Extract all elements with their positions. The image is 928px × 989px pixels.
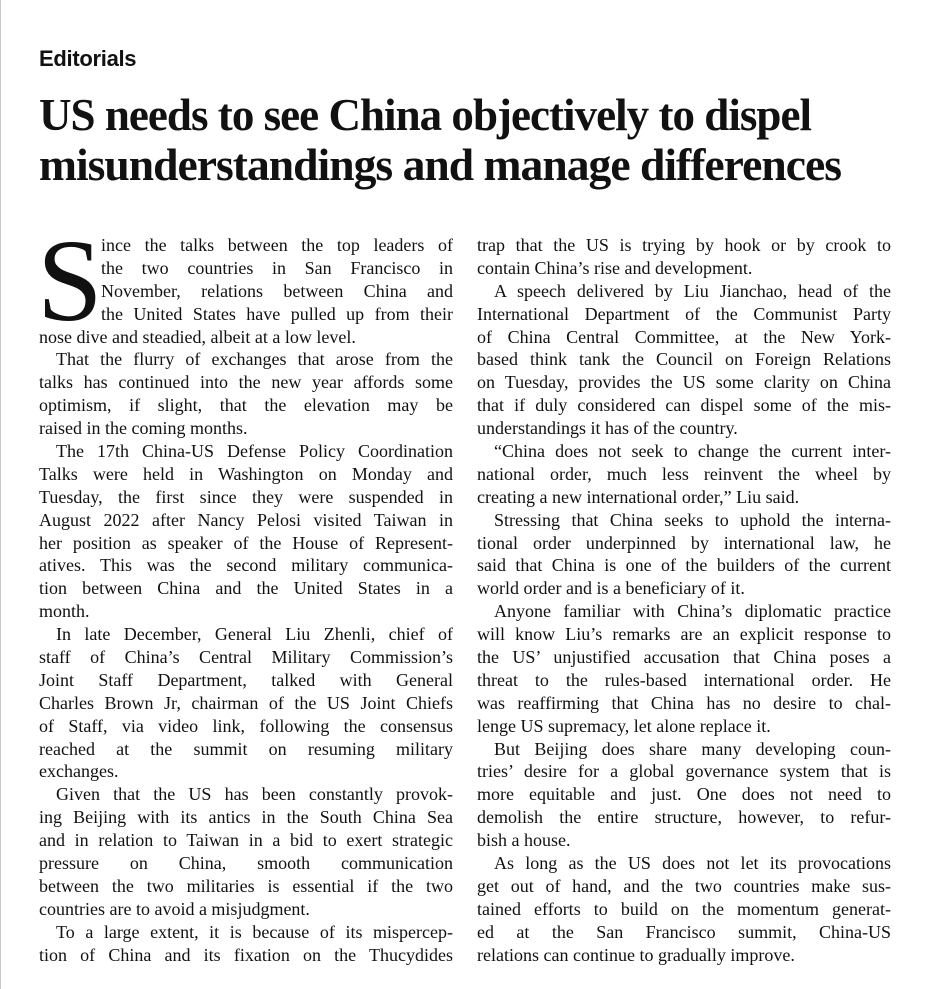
text-line: that if duly considered can dispel some … — [477, 395, 891, 416]
text-line: Stressing that China seeks to uphold the… — [494, 509, 891, 530]
paragraph: In late December, General Liu Zhenli, ch… — [39, 623, 453, 783]
text-line: the US’ unjustified accusation that Chin… — [477, 647, 891, 668]
paragraph: But Beijing does share many developing c… — [477, 738, 891, 852]
text-line: ince the talks between the top leaders o… — [101, 235, 453, 255]
text-line: more equitable and just. One does not ne… — [477, 784, 891, 805]
text-line: Given that the US has been constantly pr… — [56, 784, 453, 805]
text-line: tained efforts to build on the momentum … — [477, 898, 891, 919]
text-line: ing Beijing with its antics in the South… — [39, 807, 453, 828]
text-line: said that China is one of the builders o… — [477, 555, 891, 576]
text-line: exchanges. — [39, 761, 119, 782]
text-line: That the flurry of exchanges that arose … — [56, 349, 453, 370]
article-column-2: trap that the US is trying by hook or by… — [477, 234, 891, 967]
text-line: Anyone familiar with China’s diplomatic … — [494, 601, 891, 622]
text-line: of Staff, via video link, following the … — [39, 715, 453, 736]
text-line: based think tank the Council on Foreign … — [477, 349, 891, 370]
text-line: “China does not seek to change the curre… — [494, 441, 891, 462]
text-line: the United States have pulled up from th… — [101, 303, 453, 324]
section-label: Editorials — [39, 46, 137, 71]
text-line: Joint Staff Department, talked with Gene… — [39, 669, 453, 690]
paragraph: “China does not seek to change the curre… — [477, 440, 891, 509]
text-line: November, relations between China and — [101, 280, 453, 301]
text-line: demolish the entire structure, however, … — [477, 807, 891, 828]
text-line: on Tuesday, provides the US some clarity… — [477, 372, 891, 393]
headline-line: US needs to see China objectively to dis… — [39, 89, 812, 140]
paragraph: A speech delivered by Liu Jianchao, head… — [477, 280, 891, 440]
text-line: countries are to avoid a misjudgment. — [39, 898, 310, 919]
text-line: staff of China’s Central Military Commis… — [39, 647, 453, 668]
text-line: reached at the summit on resuming milita… — [39, 738, 453, 759]
text-line: month. — [39, 601, 90, 622]
text-line: nose dive and steadied, albeit at a low … — [39, 326, 356, 347]
text-line: tional order underpinned by internationa… — [477, 532, 891, 553]
text-line: of China Central Committee, at the New Y… — [477, 326, 891, 347]
text-line: was reaffirming that China has no desire… — [477, 692, 891, 713]
text-line: tries’ desire for a global governance sy… — [477, 761, 891, 782]
text-line: the two countries in San Francisco in — [101, 257, 453, 278]
text-line: As long as the US does not let its provo… — [494, 853, 891, 874]
paragraph: Anyone familiar with China’s diplomatic … — [477, 600, 891, 737]
text-line: tion between China and the United States… — [39, 578, 453, 599]
article-column-1: S ince the talks between the top leaders… — [37, 222, 453, 967]
text-line: and in relation to Taiwan in a bid to ex… — [39, 830, 453, 851]
text-line: To a large extent, it is because of its … — [56, 921, 453, 942]
text-line: get out of hand, and the two countries m… — [477, 875, 891, 896]
text-line: atives. This was the second military com… — [39, 555, 453, 576]
paragraph: Stressing that China seeks to uphold the… — [477, 509, 891, 601]
text-line: will know Liu’s remarks are an explicit … — [477, 624, 891, 645]
text-line: The 17th China-US Defense Policy Coordin… — [56, 441, 453, 462]
text-line: August 2022 after Nancy Pelosi visited T… — [39, 509, 453, 530]
text-line: lenge US supremacy, let alone replace it… — [477, 715, 771, 736]
text-line: In late December, General Liu Zhenli, ch… — [56, 624, 453, 645]
text-line: contain China’s rise and development. — [477, 257, 753, 278]
paragraph: The 17th China-US Defense Policy Coordin… — [39, 440, 453, 623]
text-line: raised in the coming months. — [39, 418, 248, 439]
text-line: understandings it has of the country. — [477, 418, 738, 439]
text-line: bish a house. — [477, 830, 571, 851]
text-line: creating a new international order,” Liu… — [477, 486, 800, 507]
paragraph: ince the talks between the top leaders o… — [39, 234, 453, 326]
paragraph: That the flurry of exchanges that arose … — [39, 348, 453, 440]
headline-line: misunderstandings and manage differences — [39, 139, 842, 190]
paragraph: To a large extent, it is because of its … — [39, 921, 453, 967]
text-line: Charles Brown Jr, chairman of the US Joi… — [39, 692, 453, 713]
paragraph: As long as the US does not let its provo… — [477, 852, 891, 966]
paragraph: trap that the US is trying by hook or by… — [477, 234, 891, 280]
text-line: Tuesday, the first since they were suspe… — [39, 486, 453, 507]
text-line: Talks were held in Washington on Monday … — [39, 463, 453, 484]
text-line: relations can continue to gradually impr… — [477, 944, 795, 965]
paragraph: Given that the US has been constantly pr… — [39, 783, 453, 920]
text-line: International Department of the Communis… — [477, 303, 891, 324]
text-line: pressure on China, smooth communication — [39, 853, 453, 874]
text-line: talks has continued into the new year af… — [39, 372, 453, 393]
text-line: her position as speaker of the House of … — [39, 532, 453, 553]
text-line: ed at the San Francisco summit, China-US — [477, 921, 891, 942]
text-line: tion of China and its fixation on the Th… — [39, 944, 453, 965]
text-line: threat to the rules-based international … — [477, 669, 891, 690]
text-line: between the two militaries is essential … — [39, 875, 453, 896]
text-line: But Beijing does share many developing c… — [494, 738, 891, 759]
paragraph: nose dive and steadied, albeit at a low … — [39, 326, 453, 349]
drop-cap: S — [37, 215, 103, 346]
text-line: optimism, if slight, that the elevation … — [39, 395, 453, 416]
text-line: world order and is a beneficiary of it. — [477, 578, 745, 599]
text-line: A speech delivered by Liu Jianchao, head… — [494, 280, 891, 301]
text-line: national order, much less reinvent the w… — [477, 463, 891, 484]
text-line: trap that the US is trying by hook or by… — [477, 235, 891, 255]
